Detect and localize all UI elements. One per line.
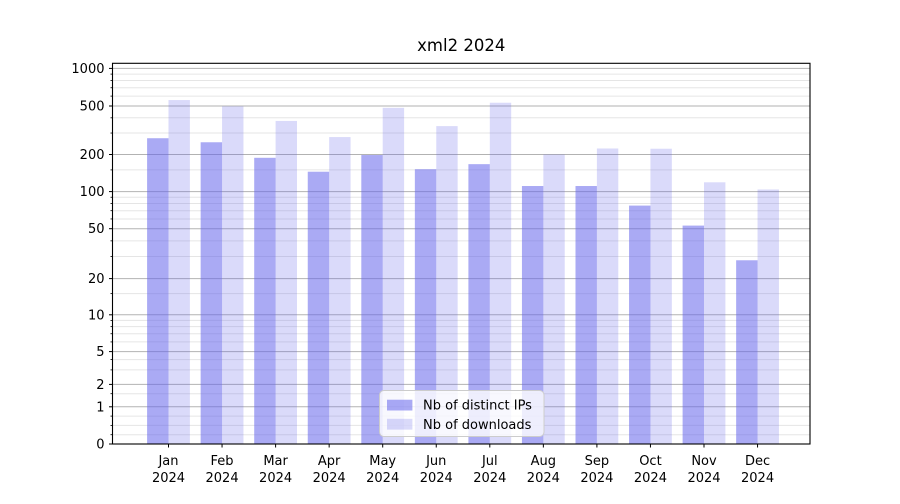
x-tick-label-month: Apr [318,454,341,469]
x-tick-label-year: 2024 [580,471,613,486]
x-tick-label-month: Jun [425,454,446,469]
x-tick-label-month: Jul [481,454,498,469]
bar-distinct-ips [200,142,223,444]
legend-label: Nb of downloads [423,418,532,433]
y-tick-label: 100 [80,185,105,200]
x-tick-label-year: 2024 [152,471,185,486]
x-tick-label-month: Aug [531,454,556,469]
legend-swatch [387,399,413,411]
x-tick-label-year: 2024 [527,471,560,486]
x-tick-label-year: 2024 [741,471,774,486]
x-tick-label-month: Feb [211,454,234,469]
x-tick-label-year: 2024 [473,471,506,486]
bar-distinct-ips [147,138,169,444]
bar-distinct-ips [307,171,330,444]
y-tick-label: 1 [96,400,104,415]
y-tick-label: 10 [88,308,105,323]
chart-title: xml2 2024 [417,36,505,55]
legend: Nb of distinct IPs Nb of downloads [379,390,545,437]
x-tick-label-year: 2024 [206,471,239,486]
y-tick-label: 5 [96,345,104,360]
y-tick-label: 2 [96,378,104,393]
bar-downloads [329,137,351,444]
bar-distinct-ips [254,157,276,444]
bar-downloads [596,148,619,445]
bar-distinct-ips [414,169,437,444]
bar-downloads [222,106,244,444]
x-tick-labels: Jan 2024 Feb 2024 Mar 2024 Apr 2024 May 2024 Jun 20… [152,454,774,486]
bar-downloads [543,154,565,444]
y-tick-label: 200 [80,148,105,163]
bar-distinct-ips [629,205,651,444]
x-tick-label-month: Jan [157,454,178,469]
y-tick-labels: 0 1 2 5 10 20 50 100 200 500 1000 [71,62,104,453]
plot-frame [111,62,811,445]
x-tick-label-month: Nov [691,454,717,469]
y-tick-label: 500 [80,100,105,115]
bar-downloads [436,126,458,445]
x-tick-label-month: Oct [639,454,661,469]
x-tick-label-month: May [369,454,396,469]
bar-distinct-ips [361,155,383,444]
x-tick-label-year: 2024 [634,471,667,486]
bar-distinct-ips [575,186,597,445]
x-tick-label-year: 2024 [313,471,346,486]
y-tick-label: 1000 [71,62,104,77]
bar-downloads [757,189,779,444]
bar-distinct-ips [468,164,490,444]
x-tick-label-year: 2024 [687,471,720,486]
bar-distinct-ips [736,260,758,444]
bar-downloads [168,100,190,445]
x-tick-label-year: 2024 [366,471,399,486]
bar-downloads [489,102,512,444]
y-tick-label: 50 [88,222,105,237]
x-tick-label-year: 2024 [259,471,292,486]
bar-downloads [275,120,297,445]
y-tick-label: 20 [88,272,105,287]
bar-downloads [704,182,726,445]
bars-layer [147,100,779,445]
minor-gridlines [112,73,810,436]
bar-distinct-ips [682,225,704,444]
x-tick-label-month: Sep [585,454,610,469]
bar-downloads [382,107,405,444]
legend-label: Nb of distinct IPs [423,399,532,414]
bar-downloads [650,148,672,444]
legend-box [379,390,545,437]
x-tick-label-month: Mar [263,454,288,469]
x-tick-label-year: 2024 [420,471,453,486]
x-tick-label-month: Dec [745,454,770,469]
y-tick-label: 0 [96,438,104,453]
bar-distinct-ips [521,186,544,445]
legend-swatch [387,418,413,430]
